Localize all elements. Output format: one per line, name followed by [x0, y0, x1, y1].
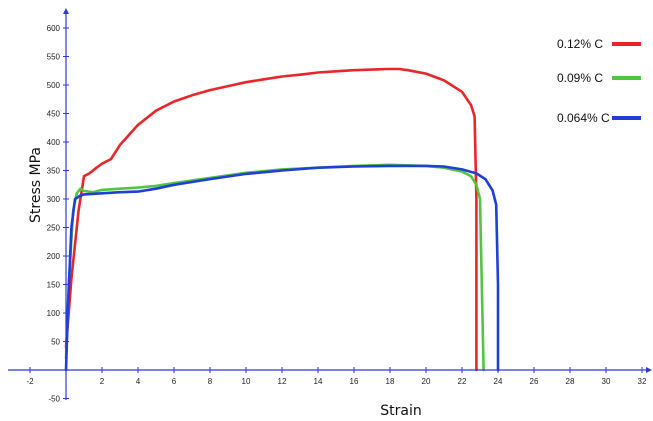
- x-tick-label: 10: [242, 377, 251, 386]
- legend-label-0-064-c: 0.064% C: [557, 111, 610, 125]
- x-tick-label: 6: [172, 377, 177, 386]
- y-axis-title: Stress MPa: [28, 147, 44, 223]
- x-tick-label: 12: [278, 377, 287, 386]
- x-tick-label: 22: [458, 377, 467, 386]
- series-line-2: [64, 164, 500, 372]
- x-tick-label: 24: [494, 377, 503, 386]
- x-tick-label: 14: [314, 377, 323, 386]
- y-tick-label: 100: [47, 309, 61, 318]
- x-tick-label: 16: [350, 377, 359, 386]
- x-tick-label: 32: [638, 377, 647, 386]
- x-axis-title: Strain: [380, 403, 421, 419]
- y-tick-label: 200: [47, 252, 61, 261]
- legend-label-0-12-c: 0.12% C: [557, 37, 603, 51]
- x-tick-label: 20: [422, 377, 431, 386]
- legend-label-0-09-c: 0.09% C: [557, 71, 603, 85]
- x-tick-label: 28: [566, 377, 575, 386]
- y-tick-label: 300: [47, 195, 61, 204]
- axes-layer: [8, 8, 652, 400]
- legend: 0.12% C 0.09% C 0.064% C: [557, 37, 641, 125]
- y-tick-label: 600: [47, 24, 61, 33]
- x-tick-label: 18: [386, 377, 395, 386]
- y-tick-label: 450: [47, 110, 61, 119]
- y-tick-label: -50: [48, 395, 60, 404]
- x-tick-label: 2: [100, 377, 105, 386]
- y-tick-label: 500: [47, 81, 61, 90]
- x-tick-label: -2: [26, 377, 34, 386]
- y-tick-label: 50: [51, 338, 60, 347]
- x-tick-label: 8: [208, 377, 213, 386]
- x-axis-arrow: [646, 367, 652, 373]
- y-tick-label: 150: [47, 281, 61, 290]
- series-layer: [64, 67, 500, 372]
- series-line-0: [64, 67, 478, 372]
- x-tick-label: 26: [530, 377, 539, 386]
- ticks-layer: -2 2 4 6 8 10 12 14 16 18 20 22 24 26 28 30 32-505010015…: [26, 24, 647, 404]
- x-tick-label: 30: [602, 377, 611, 386]
- y-tick-label: 550: [47, 53, 61, 62]
- series-line-1: [64, 163, 485, 372]
- y-tick-label: 250: [47, 224, 61, 233]
- y-tick-label: 350: [47, 167, 61, 176]
- y-axis-arrow: [63, 8, 69, 14]
- x-tick-label: 4: [136, 377, 141, 386]
- y-tick-label: 400: [47, 138, 61, 147]
